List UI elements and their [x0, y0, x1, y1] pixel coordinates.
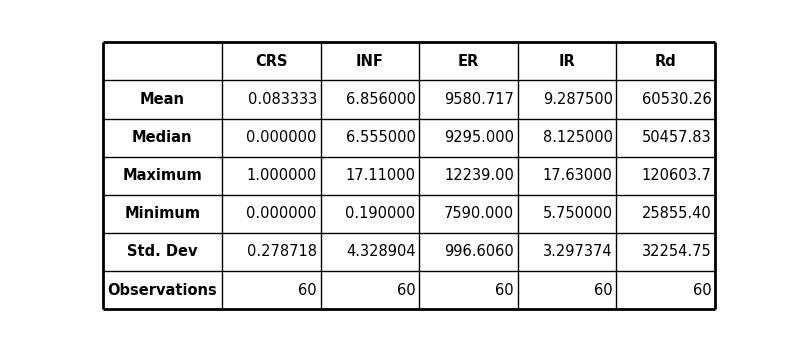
Text: 0.000000: 0.000000 — [247, 206, 317, 221]
Text: 60: 60 — [693, 283, 711, 298]
Text: 17.11000: 17.11000 — [346, 168, 416, 183]
Text: Median: Median — [132, 130, 192, 145]
Text: 9580.717: 9580.717 — [444, 92, 514, 107]
Text: INF: INF — [356, 54, 384, 69]
Text: 12239.00: 12239.00 — [444, 168, 514, 183]
Text: 0.083333: 0.083333 — [247, 92, 317, 107]
Text: Maximum: Maximum — [123, 168, 202, 183]
Text: Minimum: Minimum — [124, 206, 200, 221]
Text: 17.63000: 17.63000 — [543, 168, 613, 183]
Text: 50457.83: 50457.83 — [642, 130, 711, 145]
Text: CRS: CRS — [255, 54, 287, 69]
Text: 5.750000: 5.750000 — [543, 206, 613, 221]
Text: 60: 60 — [298, 283, 317, 298]
Text: 4.328904: 4.328904 — [346, 245, 416, 260]
Text: 0.190000: 0.190000 — [346, 206, 416, 221]
Text: 60530.26: 60530.26 — [642, 92, 711, 107]
Text: 8.125000: 8.125000 — [543, 130, 613, 145]
Text: 60: 60 — [595, 283, 613, 298]
Text: Std. Dev: Std. Dev — [127, 245, 198, 260]
Text: 120603.7: 120603.7 — [642, 168, 711, 183]
Text: 9.287500: 9.287500 — [543, 92, 613, 107]
Text: IR: IR — [559, 54, 575, 69]
Text: 0.278718: 0.278718 — [247, 245, 317, 260]
Text: Rd: Rd — [655, 54, 677, 69]
Text: 1.000000: 1.000000 — [247, 168, 317, 183]
Text: 7590.000: 7590.000 — [444, 206, 514, 221]
Text: 0.000000: 0.000000 — [247, 130, 317, 145]
Text: ER: ER — [458, 54, 479, 69]
Text: 6.555000: 6.555000 — [346, 130, 416, 145]
Text: 9295.000: 9295.000 — [444, 130, 514, 145]
Text: 32254.75: 32254.75 — [642, 245, 711, 260]
Text: Observations: Observations — [108, 283, 217, 298]
Text: Mean: Mean — [140, 92, 185, 107]
Text: 60: 60 — [397, 283, 416, 298]
Text: 60: 60 — [496, 283, 514, 298]
Text: 996.6060: 996.6060 — [444, 245, 514, 260]
Text: 6.856000: 6.856000 — [346, 92, 416, 107]
Text: 25855.40: 25855.40 — [642, 206, 711, 221]
Text: 3.297374: 3.297374 — [543, 245, 613, 260]
